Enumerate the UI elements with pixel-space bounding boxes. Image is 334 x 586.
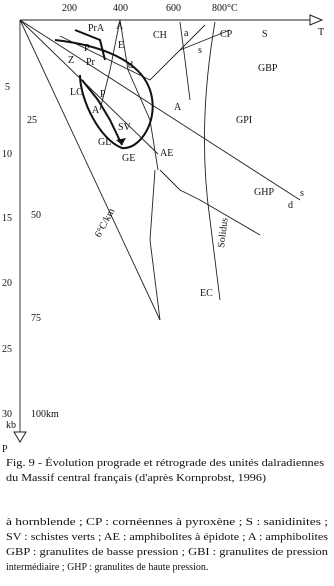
region-label: GHP bbox=[254, 187, 274, 198]
region-label: Pr bbox=[86, 57, 96, 68]
region-label: E bbox=[118, 40, 124, 51]
pressure-tick: 30 bbox=[2, 409, 12, 420]
region-label: GL bbox=[98, 137, 111, 148]
diagram-lines bbox=[13, 14, 324, 443]
temperature-ticks: 200 400 600 800°C bbox=[62, 3, 238, 14]
legend-line: intermédiaire ; GHP : granulites de haut… bbox=[6, 562, 208, 573]
legend-line: GBP : granulites de basse pression ; GBI… bbox=[6, 547, 328, 558]
region-label: CH bbox=[153, 30, 167, 41]
region-label: AE bbox=[160, 148, 173, 159]
depth-tick: 25 bbox=[27, 115, 37, 126]
solidus-label: Solidus bbox=[216, 217, 231, 248]
temperature-label: T bbox=[318, 27, 324, 38]
region-label: d bbox=[288, 200, 293, 211]
region-label: CP bbox=[220, 29, 233, 40]
region-label: A bbox=[174, 102, 182, 113]
region-label: a bbox=[184, 28, 189, 39]
depth-tick: 100km bbox=[31, 409, 59, 420]
caption-line: Fig. 9 - Évolution prograde et rétrograd… bbox=[6, 457, 324, 469]
region-label: PrA bbox=[88, 23, 105, 34]
region-label: P bbox=[100, 89, 106, 100]
depth-ticks: 25 50 75 100km bbox=[27, 115, 59, 420]
region-label: A bbox=[116, 21, 124, 32]
region-label: GPI bbox=[236, 115, 252, 126]
pressure-tick: 5 bbox=[5, 82, 10, 93]
geotherm-label: 6°C/km bbox=[93, 206, 117, 239]
legend-line: SV : schistes verts ; AE : amphibolites … bbox=[6, 532, 328, 543]
region-label: d bbox=[128, 60, 133, 71]
pressure-label: P bbox=[2, 444, 8, 455]
region-label: s bbox=[300, 188, 304, 199]
pressure-tick: 10 bbox=[2, 149, 12, 160]
region-label: LC bbox=[70, 87, 83, 98]
temperature-tick: 800°C bbox=[212, 3, 238, 14]
caption: Fig. 9 - Évolution prograde et rétrograd… bbox=[6, 457, 328, 573]
temperature-tick: 200 bbox=[62, 3, 77, 14]
pressure-ticks: 5 10 15 20 25 30 bbox=[2, 82, 12, 420]
pressure-tick: 25 bbox=[2, 344, 12, 355]
region-label: SV bbox=[118, 122, 132, 133]
caption-line: du Massif central français (d'après Korn… bbox=[6, 473, 266, 484]
pressure-tick: 15 bbox=[2, 213, 12, 224]
pressure-tick: 20 bbox=[2, 278, 12, 289]
pressure-unit: kb bbox=[6, 420, 16, 431]
depth-tick: 75 bbox=[31, 313, 41, 324]
region-label: GBP bbox=[258, 63, 278, 74]
region-label: EC bbox=[200, 288, 213, 299]
region-label: GE bbox=[122, 153, 135, 164]
temperature-tick: 600 bbox=[166, 3, 181, 14]
depth-tick: 50 bbox=[31, 210, 41, 221]
temperature-tick: 400 bbox=[113, 3, 128, 14]
region-label: S bbox=[262, 29, 268, 40]
region-label: P bbox=[84, 43, 90, 54]
region-label: Z bbox=[68, 55, 74, 66]
region-label: A bbox=[92, 105, 100, 116]
legend-line: à hornblende ; CP : cornéennes à pyroxèn… bbox=[6, 517, 328, 528]
region-label: s bbox=[198, 45, 202, 56]
